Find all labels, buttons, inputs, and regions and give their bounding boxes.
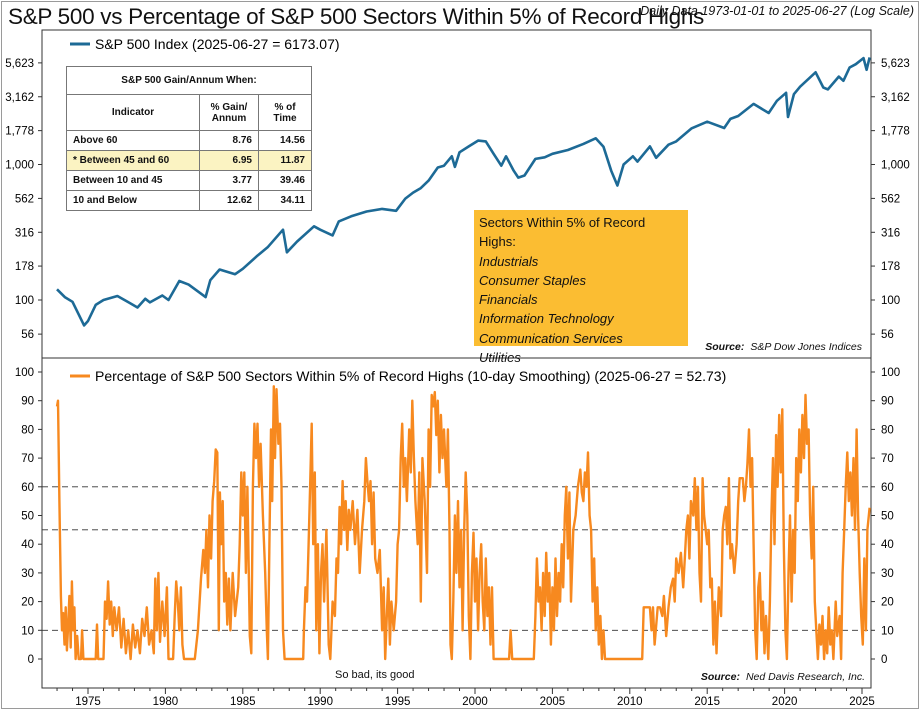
plot-border [41, 29, 872, 689]
pct-y-tick-label-left: 20 [21, 597, 34, 609]
spx-index-line [56, 56, 871, 327]
pct-y-tick-label-left: 100 [15, 367, 34, 379]
spx-y-tick-label-left: 562 [15, 193, 34, 205]
spx-y-tick-label-right: 3,162 [881, 92, 910, 104]
pct-y-tick-label-right: 100 [881, 367, 900, 379]
x-tick-label: 1980 [153, 696, 179, 708]
spx-y-tick-label-left: 3,162 [5, 92, 34, 104]
spx-y-tick-label-left: 1,778 [5, 126, 34, 138]
spx-y-tick-label-left: 316 [15, 227, 34, 239]
x-tick-label: 2025 [849, 696, 875, 708]
row-indicator: 10 and Below [66, 190, 200, 211]
sectors-title: Sectors Within 5% of Record Highs: [479, 215, 646, 250]
pct-y-tick-label-left: 10 [21, 625, 34, 637]
gain-per-annum-table: S&P 500 Gain/Annum When: Indicator % Gai… [66, 66, 312, 211]
row-indicator: Above 60 [66, 130, 200, 151]
source-top: Source: S&P Dow Jones Indices [705, 341, 862, 353]
sector-item: Financials [479, 292, 538, 308]
x-tick-label: 2005 [540, 696, 566, 708]
row-time: 11.87 [258, 150, 312, 171]
pct-y-tick-label-left: 50 [21, 511, 34, 523]
row-gain: 12.62 [199, 190, 259, 211]
pct-y-tick-label-left: 0 [28, 654, 34, 666]
row-gain: 8.76 [199, 130, 259, 151]
x-tick-label: 1990 [307, 696, 333, 708]
spx-y-tick-label-right: 5,623 [881, 58, 910, 70]
spx-y-tick-label-left: 5,623 [5, 58, 34, 70]
source-label: Source: [705, 341, 745, 353]
chart-subtitle: Daily Data 1973-01-01 to 2025-06-27 (Log… [640, 4, 914, 18]
header-time: % of Time [258, 94, 312, 131]
pct-legend-label: Percentage of S&P 500 Sectors Within 5% … [95, 368, 726, 384]
pct-sectors-line [55, 385, 871, 661]
table-caption: S&P 500 Gain/Annum When: [66, 66, 312, 95]
spx-y-tick-label-right: 56 [881, 329, 894, 341]
pct-y-tick-label-right: 20 [881, 597, 894, 609]
spx-y-tick-label-right: 100 [881, 295, 900, 307]
pct-y-tick-label-right: 90 [881, 396, 894, 408]
row-time: 39.46 [258, 170, 312, 191]
spx-legend-label: S&P 500 Index (2025-06-27 = 6173.07) [95, 36, 340, 52]
pct-y-tick-label-left: 70 [21, 453, 34, 465]
table-row-highlighted: * Between 45 and 60 6.95 11.87 [66, 150, 312, 171]
table-row: Above 60 8.76 14.56 [66, 130, 312, 151]
spx-y-tick-label-left: 178 [15, 261, 34, 273]
x-tick-label: 1995 [385, 696, 411, 708]
pct-y-tick-label-right: 40 [881, 539, 894, 551]
sector-item: Industrials [479, 253, 539, 269]
x-tick-label: 1975 [75, 696, 101, 708]
x-tick-label: 1985 [230, 696, 256, 708]
pct-y-tick-label-right: 10 [881, 625, 894, 637]
sector-item: Communication Services [479, 330, 623, 346]
pct-y-tick-label-left: 40 [21, 539, 34, 551]
pct-y-tick-label-left: 30 [21, 568, 34, 580]
source-text: S&P Dow Jones Indices [750, 341, 862, 353]
x-tick-label: 2000 [462, 696, 488, 708]
sectors-box: Sectors Within 5% of Record Highs: Indus… [474, 210, 688, 365]
header-gain: % Gain/ Annum [199, 94, 259, 131]
row-gain: 3.77 [199, 170, 259, 191]
x-tick-label: 2020 [772, 696, 798, 708]
spx-y-tick-label-right: 1,778 [881, 126, 910, 138]
row-gain: 6.95 [199, 150, 259, 171]
table-row: 10 and Below 12.62 34.11 [66, 190, 312, 211]
row-time: 14.56 [258, 130, 312, 151]
sector-item: Information Technology [479, 311, 614, 327]
pct-y-tick-label-right: 30 [881, 568, 894, 580]
pct-y-tick-label-left: 80 [21, 424, 34, 436]
row-time: 34.11 [258, 190, 312, 211]
pct-y-tick-label-right: 50 [881, 511, 894, 523]
sector-item: Utilities [479, 350, 521, 366]
pct-y-tick-label-right: 0 [881, 654, 887, 666]
sector-item: Consumer Staples [479, 272, 586, 288]
pct-y-tick-label-left: 90 [21, 396, 34, 408]
chart-title: S&P 500 vs Percentage of S&P 500 Sectors… [8, 4, 705, 29]
row-indicator: * Between 45 and 60 [66, 150, 200, 171]
pct-y-tick-label-right: 60 [881, 482, 894, 494]
spx-y-tick-label-left: 56 [21, 329, 34, 341]
pct-y-tick-label-right: 80 [881, 424, 894, 436]
table-row: Between 10 and 45 3.77 39.46 [66, 170, 312, 191]
row-indicator: Between 10 and 45 [66, 170, 200, 191]
spx-y-tick-label-right: 316 [881, 227, 900, 239]
header-indicator: Indicator [66, 94, 200, 131]
annotation: So bad, its good [335, 669, 415, 681]
source-label: Source: [700, 671, 740, 683]
pct-y-tick-label-left: 60 [21, 482, 34, 494]
source-bottom: Source: Ned Davis Research, Inc. [701, 671, 865, 683]
spx-y-tick-label-left: 1,000 [5, 160, 34, 172]
pct-y-tick-label-right: 70 [881, 453, 894, 465]
spx-y-tick-label-right: 562 [881, 193, 900, 205]
spx-y-tick-label-right: 178 [881, 261, 900, 273]
x-tick-label: 2010 [617, 696, 643, 708]
spx-y-tick-label-left: 100 [15, 295, 34, 307]
x-tick-label: 2015 [694, 696, 720, 708]
source-text: Ned Davis Research, Inc. [745, 671, 865, 683]
spx-y-tick-label-right: 1,000 [881, 160, 910, 172]
